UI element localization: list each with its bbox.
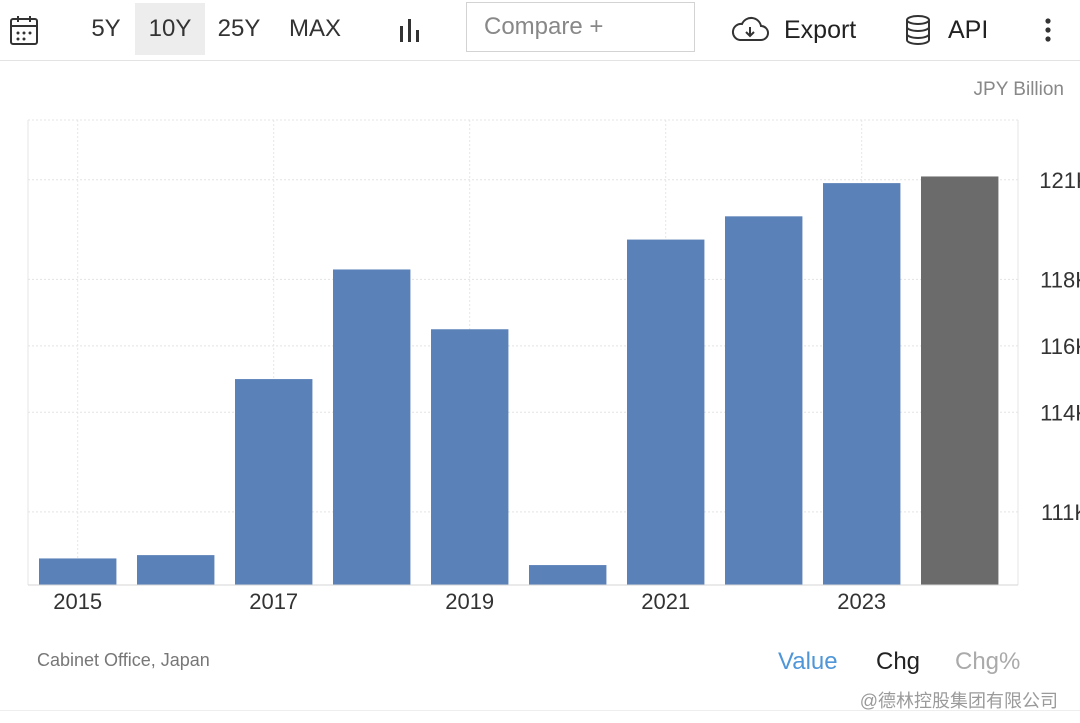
bar-chart: 111K 114K 116K 118K 121K 2015 2017 2019 2021 2023: [27, 119, 1080, 614]
chart-toolbar: 5Y 10Y 25Y MAX Compare + Export: [0, 0, 1080, 61]
divider: [0, 710, 1080, 711]
x-tick-label: 2019: [445, 589, 494, 614]
bar-2021: [627, 239, 705, 586]
tab-value[interactable]: Value: [778, 648, 838, 675]
bar-2015: [39, 558, 117, 585]
range-25y-button[interactable]: 25Y: [217, 15, 261, 42]
x-tick-label: 2023: [837, 589, 886, 614]
source-label: Cabinet Office, Japan: [37, 650, 210, 670]
watermark: @德林控股集团有限公司: [859, 691, 1058, 711]
api-label: API: [948, 15, 989, 44]
y-tick-label: 121K: [1039, 168, 1080, 193]
bar-2022: [725, 216, 803, 586]
y-tick-label: 114K: [1040, 400, 1080, 425]
bar-2020: [529, 565, 607, 585]
chart-type-icon[interactable]: [394, 12, 426, 48]
range-5y-button[interactable]: 5Y: [91, 15, 121, 42]
export-label: Export: [784, 15, 857, 44]
range-max-button[interactable]: MAX: [288, 15, 341, 42]
tab-chg-percent[interactable]: Chg%: [955, 648, 1021, 675]
database-icon: [904, 14, 932, 46]
export-button[interactable]: Export: [730, 6, 856, 54]
bar-2023: [823, 183, 901, 585]
tab-chg[interactable]: Chg: [876, 648, 921, 675]
bar-2018: [333, 269, 411, 585]
x-tick-label: 2017: [249, 589, 298, 614]
compare-input[interactable]: Compare +: [466, 2, 695, 52]
y-tick-label: 116K: [1040, 334, 1080, 359]
api-button[interactable]: API: [904, 6, 988, 54]
calendar-icon[interactable]: [8, 12, 40, 48]
cloud-download-icon: [730, 16, 770, 44]
unit-label: JPY Billion: [973, 79, 1064, 100]
y-tick-label: 111K: [1041, 500, 1080, 525]
bar-2016: [137, 555, 215, 585]
y-tick-label: 118K: [1040, 267, 1080, 292]
x-tick-label: 2015: [53, 589, 102, 614]
more-options-icon[interactable]: [1034, 10, 1062, 50]
bar-2019: [431, 329, 509, 585]
bar-2024: [921, 176, 999, 585]
bar-2017: [235, 379, 313, 585]
range-10y-button[interactable]: 10Y: [135, 3, 205, 55]
x-tick-label: 2021: [641, 589, 690, 614]
